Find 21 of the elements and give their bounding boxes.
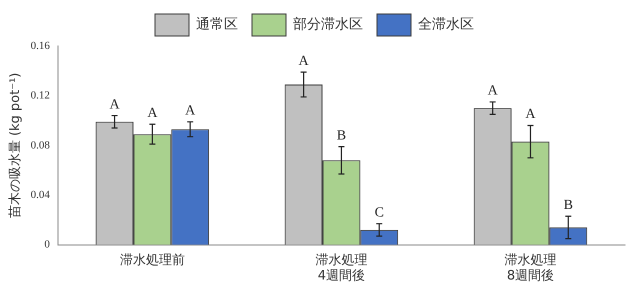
data-label: A: [110, 97, 121, 112]
legend-label: 通常区: [196, 16, 238, 33]
y-tick-label: 0: [44, 238, 50, 251]
y-tick-label: 0.12: [30, 90, 50, 102]
data-label: A: [147, 106, 158, 121]
x-tick-label: 滞水処理 8週間後: [504, 252, 556, 284]
data-label: B: [564, 198, 573, 213]
data-label: B: [336, 128, 346, 144]
y-tick-label: 0.16: [30, 40, 50, 52]
data-label: A: [185, 103, 196, 118]
y-tick-label: 0.04: [30, 188, 50, 201]
x-tick-label: 滞水処理前: [120, 252, 185, 268]
x-tick-label: 滞水処理 4週間後: [315, 252, 368, 284]
y-tick-label: 0.08: [30, 139, 50, 152]
y-axis-title: 苗木の吸水量 (kg pot⁻¹): [8, 72, 24, 218]
data-label: A: [298, 54, 310, 69]
legend-label: 全滞水区: [418, 16, 474, 33]
legend-label: 部分滞水区: [293, 16, 363, 33]
data-label: C: [374, 205, 384, 220]
data-label: A: [525, 107, 536, 122]
data-label: A: [488, 84, 499, 99]
